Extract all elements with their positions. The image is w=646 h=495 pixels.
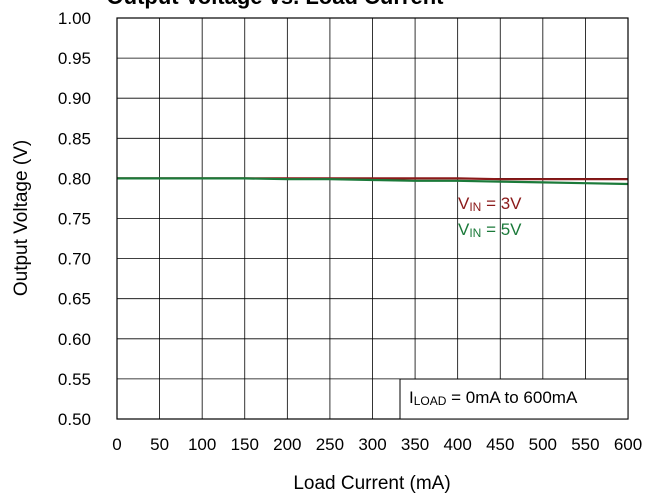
series-label-vin-3v-rest: = 3V <box>481 194 522 213</box>
condition-sub: LOAD <box>414 394 447 408</box>
y-tick-label: 0.65 <box>58 290 91 309</box>
x-tick-label: 300 <box>358 435 386 454</box>
condition-text: ILOAD = 0mA to 600mA <box>409 388 578 408</box>
x-tick-label: 500 <box>529 435 557 454</box>
series-line-1 <box>117 177 629 186</box>
y-tick-label: 0.90 <box>58 89 91 108</box>
y-tick-label: 0.50 <box>58 410 91 429</box>
series-layer <box>117 177 629 186</box>
series-label-vin-5v-sub: IN <box>469 226 481 240</box>
condition-rest: = 0mA to 600mA <box>446 388 578 407</box>
y-tick-label: 0.95 <box>58 49 91 68</box>
x-tick-label: 50 <box>150 435 169 454</box>
x-tick-label: 550 <box>571 435 599 454</box>
x-tick-label: 100 <box>188 435 216 454</box>
chart-title: Output Voltage vs. Load Current <box>107 0 445 9</box>
x-tick-label: 250 <box>316 435 344 454</box>
plot-area-border <box>116 17 629 420</box>
y-tick-label: 1.00 <box>58 9 91 28</box>
y-tick-label: 0.80 <box>58 169 91 188</box>
x-tick-label: 200 <box>273 435 301 454</box>
x-tick-label: 350 <box>401 435 429 454</box>
y-tick-label: 0.70 <box>58 250 91 269</box>
x-tick-label: 0 <box>112 435 121 454</box>
series-label-vin-3v-sub: IN <box>469 200 481 214</box>
series-label-vin-5v-main: V <box>458 220 470 239</box>
y-tick-label: 0.60 <box>58 330 91 349</box>
condition-box <box>399 378 629 420</box>
x-tick-label: 450 <box>486 435 514 454</box>
series-label-vin-3v: VIN = 3V <box>458 194 522 214</box>
series-label-vin-5v: VIN = 5V <box>458 220 522 240</box>
x-axis-title: Load Current (mA) <box>293 473 450 494</box>
y-axis-title: Output Voltage (V) <box>11 140 32 296</box>
y-tick-label: 0.75 <box>58 210 91 229</box>
y-tick-label: 0.55 <box>58 370 91 389</box>
series-label-vin-5v-rest: = 5V <box>481 220 522 239</box>
x-tick-label: 150 <box>231 435 259 454</box>
y-tick-label: 0.85 <box>58 129 91 148</box>
series-label-vin-3v-main: V <box>458 194 470 213</box>
x-tick-label: 600 <box>614 435 642 454</box>
grid <box>116 17 629 420</box>
x-tick-label: 400 <box>443 435 471 454</box>
condition-main: I <box>409 388 414 407</box>
x-tick-labels: 0 50 100 150 200 250 300 350 400 450 500 550 600 <box>112 435 642 454</box>
y-tick-labels: 1.00 0.95 0.90 0.85 0.80 0.75 0.70 0.65 0.60 0.55… <box>58 9 91 429</box>
